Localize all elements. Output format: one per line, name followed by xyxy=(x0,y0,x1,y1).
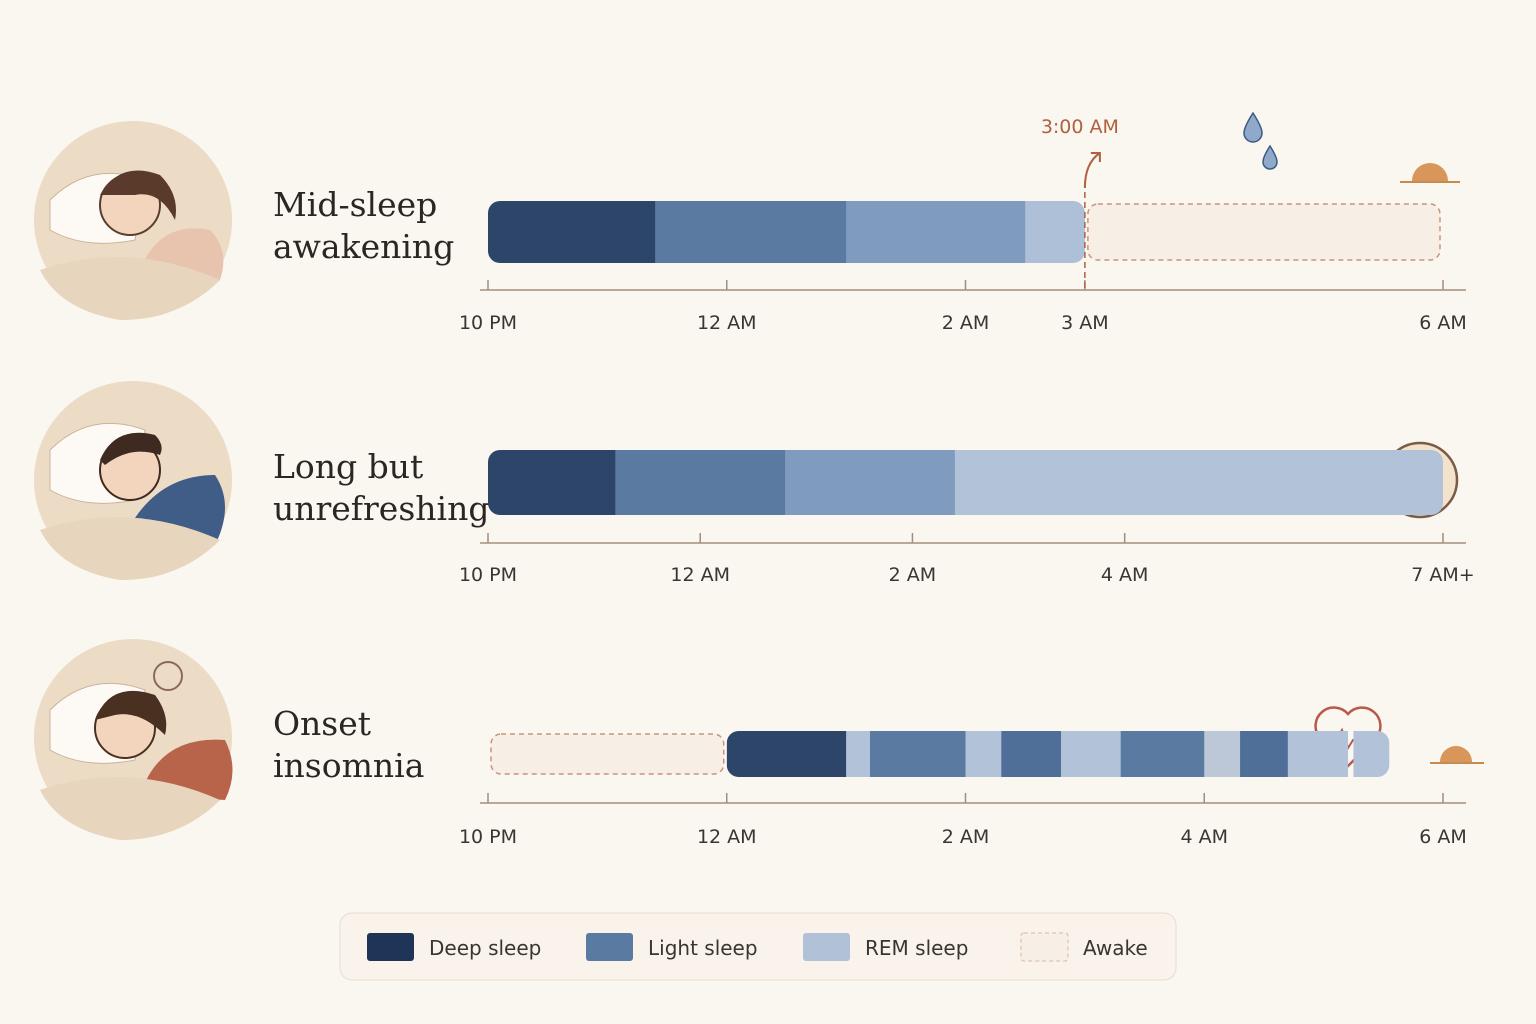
tick-label: 2 AM xyxy=(942,826,990,848)
tick-label: 4 AM xyxy=(1101,564,1149,586)
sleep-segment xyxy=(655,201,847,263)
tick-label: 6 AM xyxy=(1419,826,1467,848)
bar xyxy=(488,450,1443,515)
row-title: awakening xyxy=(273,227,454,266)
legend-swatch xyxy=(367,933,414,961)
row-title: Mid-sleep xyxy=(273,185,437,224)
sleep-segment xyxy=(954,450,1443,515)
legend-label: Awake xyxy=(1083,936,1148,960)
sleep-segment xyxy=(846,201,1026,263)
row-title: unrefreshing xyxy=(273,489,489,528)
awake-segment xyxy=(490,733,725,775)
tick-label: 4 AM xyxy=(1180,826,1228,848)
tick-label: 12 AM xyxy=(697,826,757,848)
tick-label: 10 PM xyxy=(459,826,517,848)
sleep-segment xyxy=(846,731,871,777)
portraits xyxy=(34,121,233,840)
tick-label: 3 AM xyxy=(1061,312,1109,334)
tick-label: 10 PM xyxy=(459,312,517,334)
bar xyxy=(726,731,1390,777)
legend-swatch xyxy=(1020,932,1069,962)
sleep-segment xyxy=(1001,731,1062,777)
tick-label: 2 AM xyxy=(942,312,990,334)
sleep-segment xyxy=(615,450,786,515)
legend-label: REM sleep xyxy=(865,936,968,960)
annotation-arrow xyxy=(1083,152,1101,189)
sleep-segment xyxy=(1025,201,1085,263)
sleep-segment xyxy=(870,731,966,777)
portrait-1 xyxy=(34,121,232,320)
legend-label: Light sleep xyxy=(648,936,758,960)
row-title: Long but xyxy=(273,447,423,486)
sleep-segment xyxy=(488,201,656,263)
sleep-segment xyxy=(1204,731,1241,777)
sleep-segment xyxy=(726,731,847,777)
sleep-segment xyxy=(1120,731,1205,777)
tick-label: 12 AM xyxy=(670,564,730,586)
row-title: Onset xyxy=(273,704,371,743)
sleep-segment xyxy=(1287,731,1348,777)
bar xyxy=(488,201,1085,263)
sleep-segment xyxy=(965,731,1002,777)
annotation: 3:00 AM xyxy=(1041,116,1119,138)
tick-label: 7 AM+ xyxy=(1411,564,1474,586)
sleep-segment xyxy=(1353,731,1390,777)
sleep-segment xyxy=(1061,731,1122,777)
awake-segment xyxy=(1087,203,1441,261)
legend-swatch xyxy=(586,933,633,961)
sleep-segment xyxy=(1240,731,1289,777)
row-title: insomnia xyxy=(273,746,424,785)
tick-label: 2 AM xyxy=(889,564,937,586)
portrait-2 xyxy=(34,381,232,580)
legend-swatch xyxy=(803,933,850,961)
tick-label: 6 AM xyxy=(1419,312,1467,334)
tick-label: 12 AM xyxy=(697,312,757,334)
legend: Deep sleep Light sleep REM sleep Awake xyxy=(367,932,1148,962)
legend-box xyxy=(339,912,1177,981)
portrait-3 xyxy=(34,639,233,840)
sleep-segment xyxy=(785,450,956,515)
legend-label: Deep sleep xyxy=(429,936,541,960)
sleep-segment xyxy=(488,450,616,515)
tick-label: 10 PM xyxy=(459,564,517,586)
